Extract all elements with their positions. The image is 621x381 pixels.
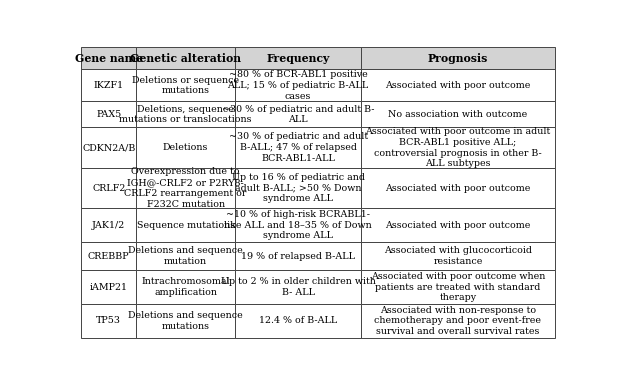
Text: Sequence mutations: Sequence mutations: [137, 221, 235, 230]
Text: Associated with poor outcome: Associated with poor outcome: [385, 81, 531, 90]
Bar: [81, 271, 136, 304]
Bar: [235, 101, 361, 127]
Text: Overexpression due to
IGH@-CRLF2 or P2RY8-
CRLF2 rearrangement or
F232C mutation: Overexpression due to IGH@-CRLF2 or P2RY…: [124, 168, 247, 209]
Bar: [81, 304, 136, 338]
Text: Prognosis: Prognosis: [428, 53, 488, 64]
Text: CDKN2A/B: CDKN2A/B: [82, 143, 135, 152]
Bar: [81, 69, 136, 101]
Bar: [361, 47, 555, 69]
Text: Associated with non-response to
chemotherapy and poor event-free
survival and ov: Associated with non-response to chemothe…: [374, 306, 542, 336]
Text: Associated with poor outcome when
patients are treated with standard
therapy: Associated with poor outcome when patien…: [371, 272, 545, 303]
Text: Associated with glucocorticoid
resistance: Associated with glucocorticoid resistanc…: [384, 246, 532, 266]
Text: Gene name: Gene name: [75, 53, 143, 64]
Bar: [361, 271, 555, 304]
Text: Associated with poor outcome in adult
BCR-ABL1 positive ALL;
controversial progn: Associated with poor outcome in adult BC…: [365, 127, 551, 168]
Bar: [136, 168, 235, 208]
Text: ~80 % of BCR-ABL1 positive
ALL; 15 % of pediatric B-ALL
cases: ~80 % of BCR-ABL1 positive ALL; 15 % of …: [227, 70, 369, 101]
Bar: [235, 69, 361, 101]
Text: 19 % of relapsed B-ALL: 19 % of relapsed B-ALL: [241, 252, 355, 261]
Bar: [136, 242, 235, 271]
Bar: [136, 304, 235, 338]
Bar: [361, 69, 555, 101]
Text: Deletions: Deletions: [163, 143, 209, 152]
Bar: [235, 127, 361, 168]
Bar: [235, 168, 361, 208]
Bar: [81, 168, 136, 208]
Bar: [235, 208, 361, 242]
Bar: [361, 127, 555, 168]
Text: Up to 2 % in older children with
B- ALL: Up to 2 % in older children with B- ALL: [220, 277, 376, 297]
Bar: [361, 208, 555, 242]
Bar: [235, 47, 361, 69]
Bar: [361, 304, 555, 338]
Bar: [361, 242, 555, 271]
Bar: [235, 304, 361, 338]
Bar: [361, 168, 555, 208]
Text: JAK1/2: JAK1/2: [92, 221, 125, 230]
Text: Associated with poor outcome: Associated with poor outcome: [385, 184, 531, 193]
Text: Frequency: Frequency: [266, 53, 330, 64]
Text: ~10 % of high-risk BCRABL1-
like ALL and 18–35 % of Down
syndrome ALL: ~10 % of high-risk BCRABL1- like ALL and…: [224, 210, 372, 240]
Text: CREBBP: CREBBP: [88, 252, 130, 261]
Bar: [136, 47, 235, 69]
Bar: [136, 127, 235, 168]
Text: TP53: TP53: [96, 316, 121, 325]
Text: iAMP21: iAMP21: [89, 283, 128, 292]
Text: Deletions and sequence
mutation: Deletions and sequence mutation: [129, 246, 243, 266]
Text: PAX5: PAX5: [96, 110, 121, 119]
Bar: [81, 47, 136, 69]
Text: CRLF2: CRLF2: [92, 184, 125, 193]
Bar: [136, 208, 235, 242]
Bar: [235, 242, 361, 271]
Text: Associated with poor outcome: Associated with poor outcome: [385, 221, 531, 230]
Text: No association with outcome: No association with outcome: [388, 110, 528, 119]
Bar: [81, 208, 136, 242]
Text: Genetic alteration: Genetic alteration: [130, 53, 241, 64]
Text: Intrachromosomal
amplification: Intrachromosomal amplification: [142, 277, 230, 297]
Text: Deletions or sequence
mutations: Deletions or sequence mutations: [132, 75, 239, 95]
Bar: [81, 101, 136, 127]
Text: IKZF1: IKZF1: [94, 81, 124, 90]
Bar: [81, 127, 136, 168]
Text: ~30 % of pediatric and adult B-
ALL: ~30 % of pediatric and adult B- ALL: [222, 104, 374, 124]
Text: Deletions, sequence
mutations or translocations: Deletions, sequence mutations or translo…: [119, 104, 252, 124]
Bar: [136, 271, 235, 304]
Text: Deletions and sequence
mutations: Deletions and sequence mutations: [129, 311, 243, 331]
Bar: [136, 69, 235, 101]
Bar: [81, 242, 136, 271]
Bar: [235, 271, 361, 304]
Text: Up to 16 % of pediatric and
adult B-ALL; >50 % Down
syndrome ALL: Up to 16 % of pediatric and adult B-ALL;…: [232, 173, 365, 203]
Text: 12.4 % of B-ALL: 12.4 % of B-ALL: [259, 316, 337, 325]
Bar: [136, 101, 235, 127]
Text: ~30 % of pediatric and adult
B-ALL; 47 % of relapsed
BCR-ABL1-ALL: ~30 % of pediatric and adult B-ALL; 47 %…: [229, 133, 368, 163]
Bar: [361, 101, 555, 127]
